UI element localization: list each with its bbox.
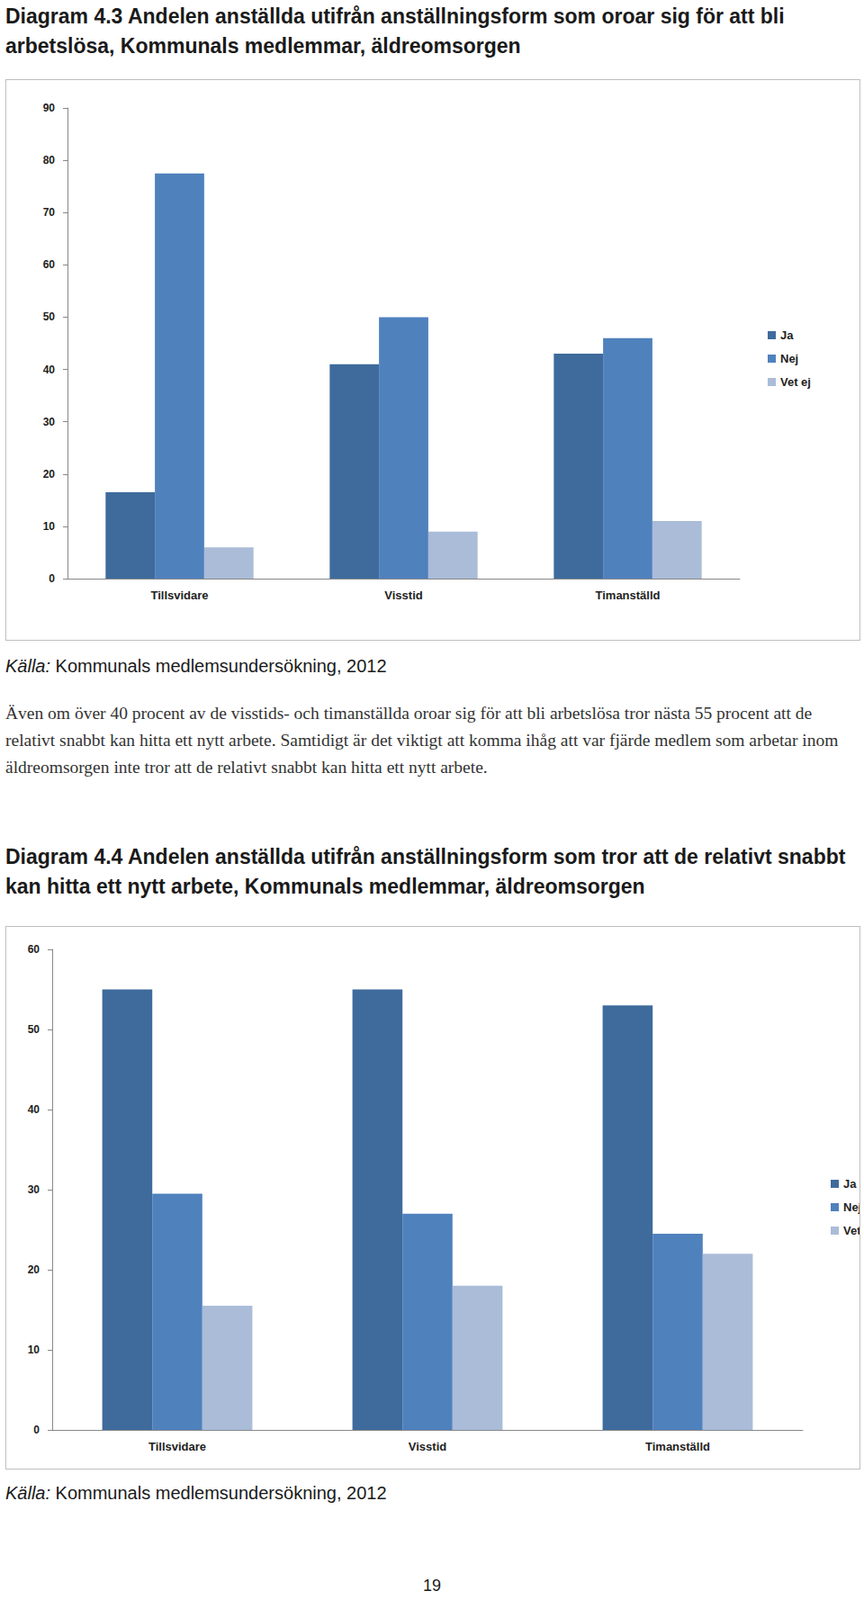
html-text:Diagram 4.4 Andelen anställda: Diagram 4.4 Andelen anställda utifrån an… [5,845,846,899]
svg-text:60: 60 [43,258,56,271]
svg-text:Vet ej: Vet ej [843,1224,860,1238]
html-text:Källa: Kommunals medlemsunders: Källa: Kommunals medlemsundersökning, 20… [5,1483,387,1503]
svg-text:50: 50 [43,310,56,324]
svg-text:Nej: Nej [780,351,799,366]
svg-text:70: 70 [43,206,56,219]
html-text:Även om över 40 procent av de: Även om över 40 procent av de visstids- … [5,703,839,777]
svg-text:50: 50 [27,1023,41,1036]
svg-text:Tillsvidare: Tillsvidare [148,1440,207,1454]
svg-text:90: 90 [43,101,56,115]
svg-text:40: 40 [43,363,56,377]
html-text:Diagram 4.3 Andelen anställda: Diagram 4.3 Andelen anställda utifrån an… [5,4,785,58]
svg-text:40: 40 [27,1103,41,1116]
svg-text:20: 20 [27,1263,41,1277]
svg-text:30: 30 [27,1183,41,1197]
svg-text:Visstid: Visstid [408,1440,447,1454]
html-text:Källa: Kommunals medlemsunders: Källa: Kommunals medlemsundersökning, 20… [5,656,387,676]
svg-text:10: 10 [27,1343,41,1357]
svg-text:Visstid: Visstid [384,588,423,603]
svg-text:0: 0 [33,1423,40,1437]
svg-text:Timanställd: Timanställd [594,588,660,603]
svg-text:10: 10 [43,520,56,533]
svg-text:80: 80 [43,153,56,167]
svg-text:Ja: Ja [843,1177,857,1191]
svg-text:Ja: Ja [780,328,794,342]
svg-text:Tillsvidare: Tillsvidare [150,588,208,603]
svg-text:Nej: Nej [843,1200,860,1215]
svg-text:Timanställd: Timanställd [645,1440,711,1454]
svg-text:60: 60 [27,943,41,956]
svg-text:0: 0 [48,572,55,585]
svg-text:30: 30 [43,415,56,429]
svg-text:20: 20 [43,468,56,481]
svg-text:Vet ej: Vet ej [780,375,811,389]
html-text:19: 19 [423,1576,441,1595]
